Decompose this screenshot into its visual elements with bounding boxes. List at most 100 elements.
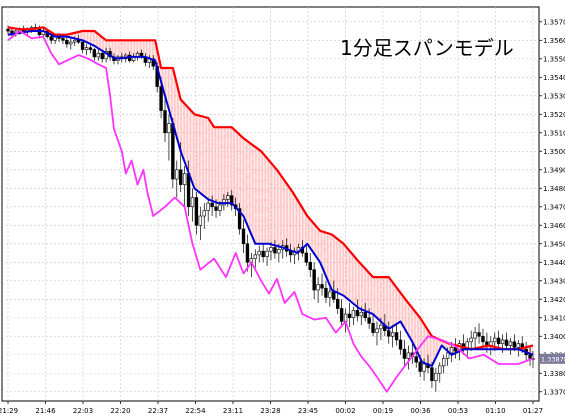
span-fill-dot xyxy=(237,145,239,147)
span-fill-dot xyxy=(201,174,203,176)
span-fill-dot xyxy=(232,166,234,168)
span-fill-dot xyxy=(234,152,236,154)
span-fill-dot xyxy=(185,132,187,133)
span-fill-dot xyxy=(237,170,239,172)
span-fill-dot xyxy=(201,170,203,172)
span-fill-dot xyxy=(209,166,211,168)
span-fill-dot xyxy=(178,119,180,121)
span-fill-dot xyxy=(225,198,227,200)
span-fill-dot xyxy=(178,107,180,109)
span-fill-dot xyxy=(231,181,233,183)
span-fill-dot xyxy=(194,181,196,183)
span-fill-dot xyxy=(222,128,224,130)
span-fill-dot xyxy=(194,171,196,173)
span-fill-dot xyxy=(126,49,128,51)
span-fill-dot xyxy=(163,82,165,84)
span-fill-dot xyxy=(172,115,174,117)
span-fill-dot xyxy=(131,47,133,49)
span-fill-dot xyxy=(246,179,247,181)
span-fill-dot xyxy=(225,142,227,144)
span-fill-dot xyxy=(213,160,215,161)
span-fill-dot xyxy=(222,151,224,153)
span-fill-dot xyxy=(206,182,208,184)
span-fill-dot xyxy=(117,41,119,43)
span-fill-dot xyxy=(210,180,212,181)
span-fill-dot xyxy=(179,112,181,114)
span-fill-dot xyxy=(204,184,206,186)
span-fill-dot xyxy=(197,139,199,141)
span-fill-dot xyxy=(232,159,234,161)
span-fill-dot xyxy=(182,118,184,120)
span-fill-dot xyxy=(156,58,158,60)
span-fill-dot xyxy=(201,143,203,145)
span-fill-dot xyxy=(229,144,231,146)
span-fill-dot xyxy=(212,163,214,165)
span-fill-dot xyxy=(213,176,215,178)
span-fill-dot xyxy=(248,167,250,169)
span-fill-dot xyxy=(207,174,209,176)
span-fill-dot xyxy=(185,110,187,112)
span-fill-dot xyxy=(244,170,246,172)
span-fill-dot xyxy=(223,180,225,182)
span-fill-dot xyxy=(115,51,116,53)
span-fill-dot xyxy=(243,177,244,179)
span-fill-dot xyxy=(216,138,218,140)
span-fill-dot xyxy=(218,134,219,136)
span-fill-dot xyxy=(250,221,252,223)
span-fill-dot xyxy=(151,51,153,53)
span-fill-dot xyxy=(135,49,137,51)
span-fill-dot xyxy=(237,141,239,143)
span-fill-dot xyxy=(243,191,244,193)
span-fill-dot xyxy=(210,137,212,139)
span-fill-dot xyxy=(243,205,244,207)
span-fill-dot xyxy=(209,149,211,151)
span-fill-dot xyxy=(201,127,203,129)
span-fill-dot xyxy=(119,50,121,51)
span-fill-dot xyxy=(231,163,233,165)
span-fill-dot xyxy=(237,190,239,192)
span-fill-dot xyxy=(226,175,228,177)
span-fill-dot xyxy=(225,165,227,167)
span-fill-dot xyxy=(203,170,205,172)
span-fill-dot xyxy=(178,133,180,135)
span-fill-dot xyxy=(228,200,230,202)
span-fill-dot xyxy=(95,42,97,44)
span-fill-dot xyxy=(243,166,244,168)
span-fill-dot xyxy=(235,135,237,137)
span-fill-dot xyxy=(193,171,194,173)
span-fill-dot xyxy=(213,175,215,177)
span-fill-dot xyxy=(87,34,88,36)
span-fill-dot xyxy=(209,167,211,169)
span-fill-dot xyxy=(88,32,90,34)
span-fill-dot xyxy=(197,155,199,156)
span-fill-dot xyxy=(219,140,221,142)
span-fill-dot xyxy=(137,49,138,51)
span-fill-dot xyxy=(210,161,212,163)
span-fill-dot xyxy=(113,51,115,53)
span-fill-dot xyxy=(218,158,219,160)
span-fill-dot xyxy=(209,170,211,172)
span-fill-dot xyxy=(247,153,249,155)
span-fill-dot xyxy=(200,143,202,144)
span-fill-dot xyxy=(200,147,202,149)
span-fill-dot xyxy=(201,183,203,184)
span-fill-dot xyxy=(81,36,83,38)
span-fill-dot xyxy=(197,132,199,134)
span-fill-dot xyxy=(218,177,219,178)
span-fill-dot xyxy=(215,177,216,179)
span-fill-dot xyxy=(235,166,237,168)
span-fill-dot xyxy=(218,132,219,134)
span-fill-dot xyxy=(95,38,97,40)
span-fill-dot xyxy=(201,123,203,125)
span-fill-dot xyxy=(216,165,218,167)
span-fill-dot xyxy=(229,171,231,173)
span-fill-dot xyxy=(178,122,180,124)
span-fill-dot xyxy=(241,186,243,188)
span-fill-dot xyxy=(173,119,175,121)
span-fill-dot xyxy=(225,195,227,197)
span-fill-dot xyxy=(191,142,193,144)
span-fill-dot xyxy=(203,145,205,147)
span-fill-dot xyxy=(184,123,186,125)
span-fill-dot xyxy=(172,98,174,100)
